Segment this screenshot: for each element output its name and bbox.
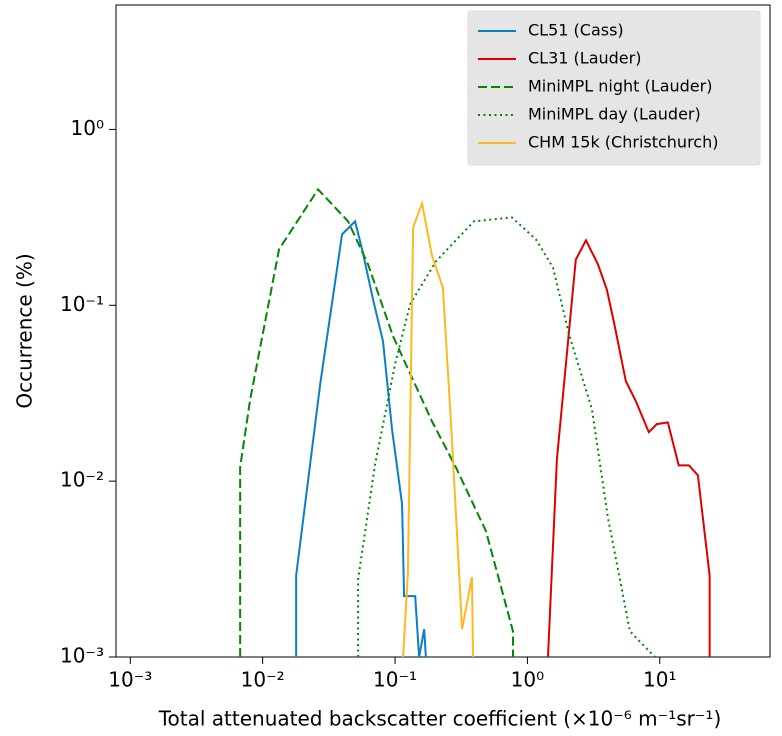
y-axis-label: Occurrence (%) xyxy=(13,253,37,408)
x-tick-label: 10⁻² xyxy=(241,668,285,692)
legend-label: CHM 15k (Christchurch) xyxy=(528,133,718,152)
x-axis-label: Total attenuated backscatter coefficient… xyxy=(158,707,722,731)
y-tick-label: 10⁰ xyxy=(71,116,104,140)
legend-label: MiniMPL day (Lauder) xyxy=(528,105,701,124)
y-tick-label: 10⁻² xyxy=(60,468,104,492)
plot-lines xyxy=(239,187,711,657)
series-line xyxy=(239,187,514,657)
series-line xyxy=(295,219,427,657)
legend-box xyxy=(467,10,761,166)
x-tick-label: 10¹ xyxy=(643,668,676,692)
x-tick-label: 10⁻¹ xyxy=(373,668,417,692)
series-line xyxy=(357,216,656,657)
y-tick-label: 10⁻³ xyxy=(60,644,104,668)
series-line xyxy=(546,238,711,657)
x-tick-label: 10⁰ xyxy=(511,668,544,692)
legend-label: CL31 (Lauder) xyxy=(528,49,641,68)
legend-label: CL51 (Cass) xyxy=(528,21,624,40)
plot-frame xyxy=(115,4,771,658)
series-line xyxy=(402,199,474,657)
x-tick-label: 10⁻³ xyxy=(108,668,152,692)
legend-label: MiniMPL night (Lauder) xyxy=(528,77,712,96)
y-tick-label: 10⁻¹ xyxy=(60,292,104,316)
